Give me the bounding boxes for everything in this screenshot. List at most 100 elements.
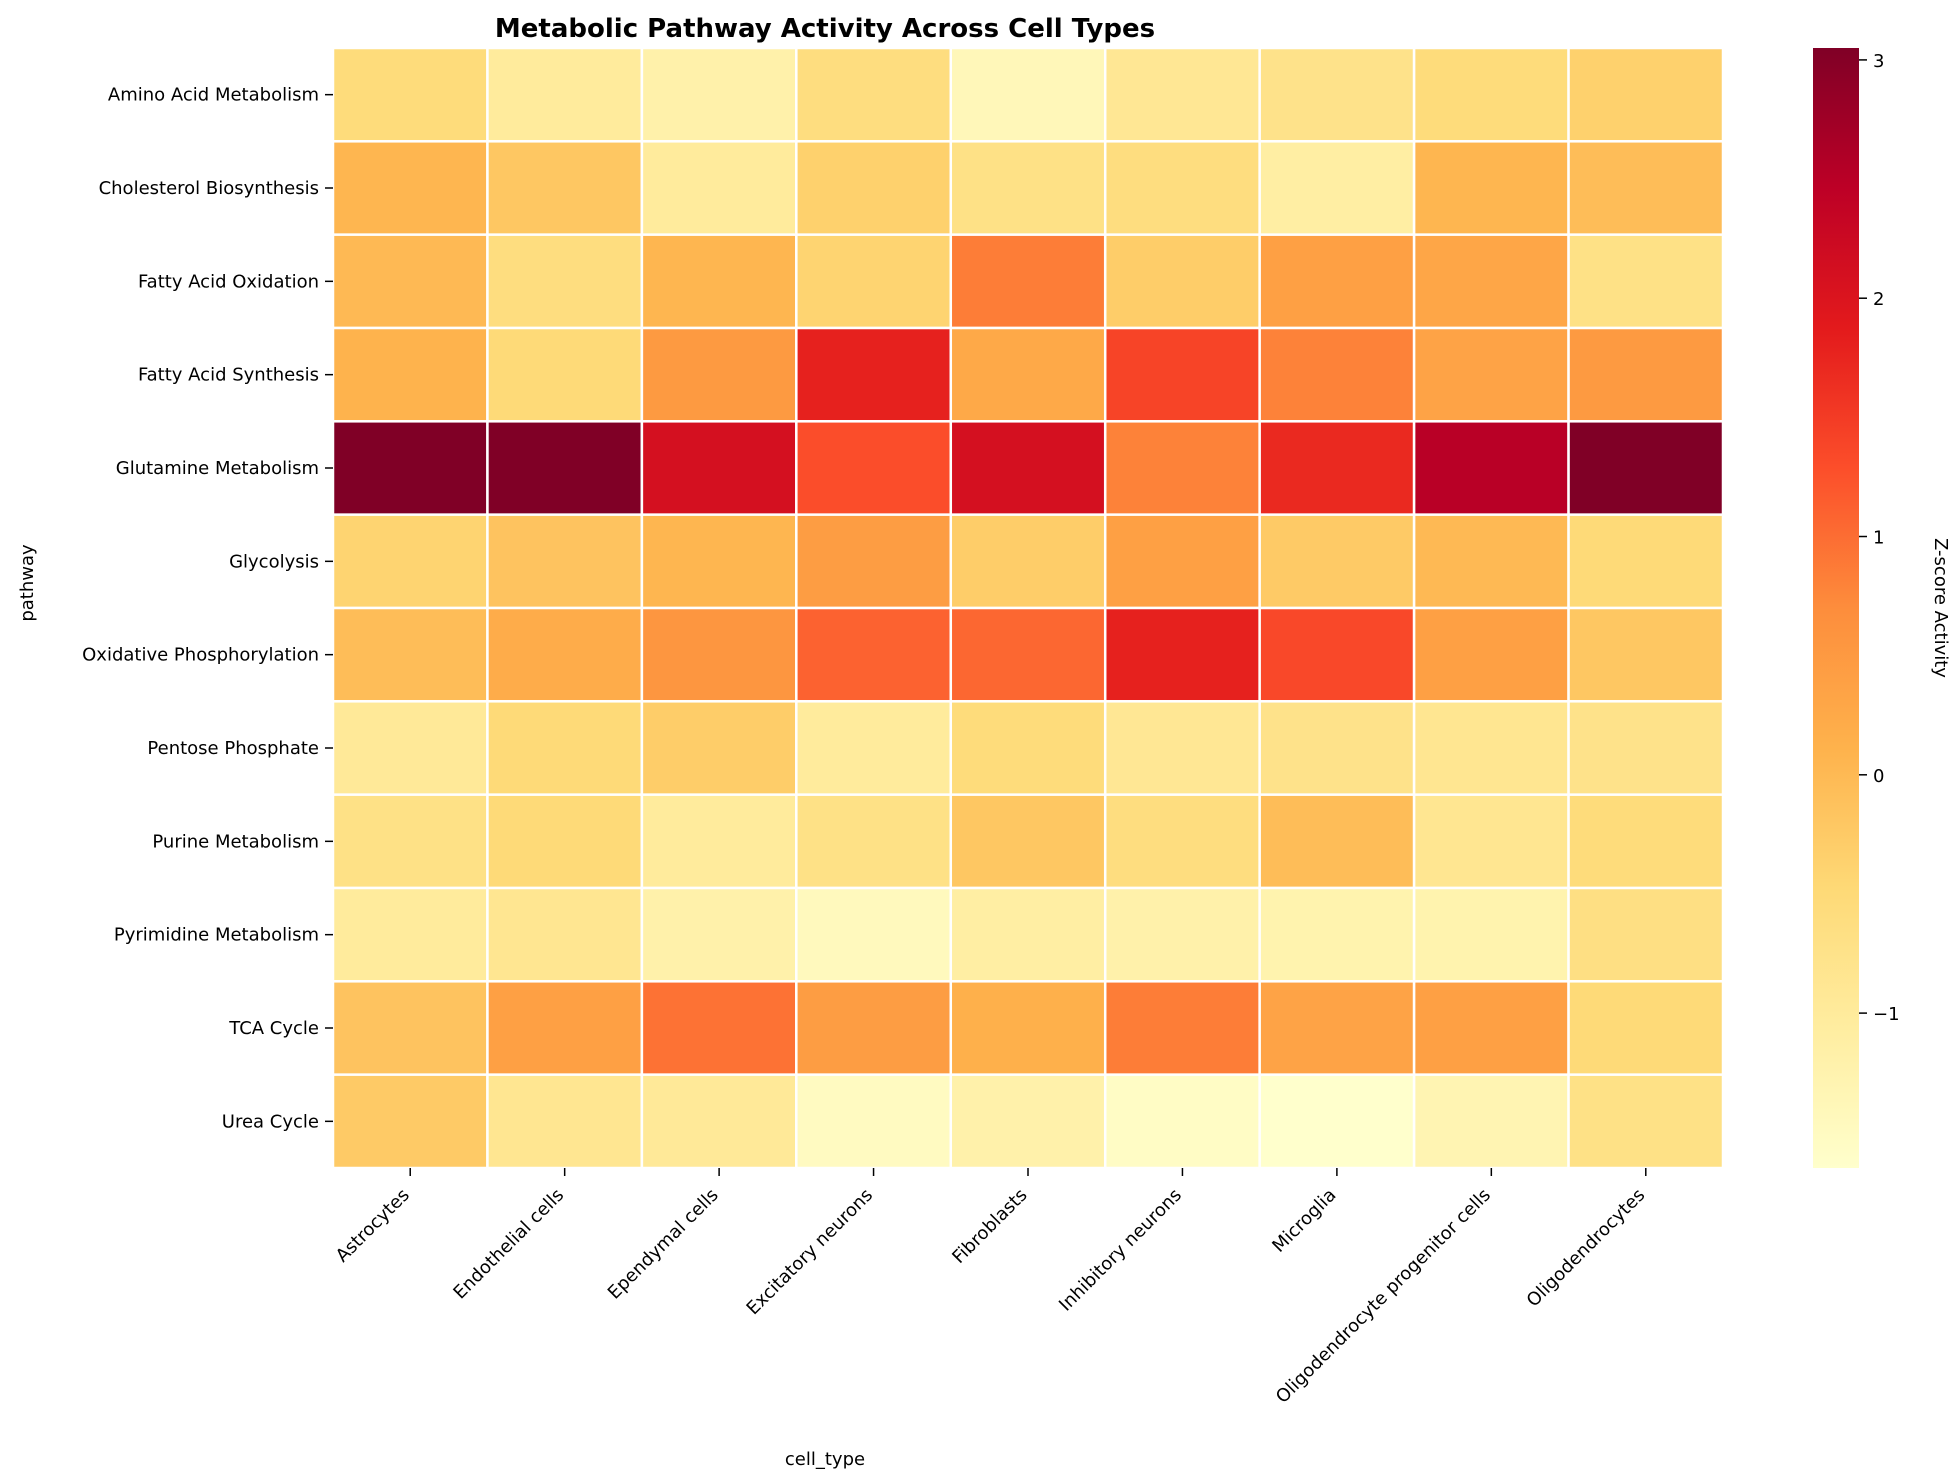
heatmap-cell — [795, 980, 953, 1076]
heatmap-cell — [331, 420, 489, 516]
colorbar-label: Z-score Activity — [1930, 538, 1951, 678]
heatmap-cell — [331, 140, 489, 236]
heatmap-cell — [486, 886, 644, 983]
heatmap-cell — [949, 1073, 1107, 1170]
heatmap-cell — [1567, 886, 1725, 983]
heatmap-cell — [1103, 233, 1261, 330]
heatmap-cell — [1567, 1073, 1725, 1170]
heatmap-cell — [331, 793, 489, 890]
heatmap-cell — [949, 793, 1107, 890]
heatmap-cell — [640, 700, 798, 796]
heatmap-cell — [795, 233, 953, 330]
chart-title: Metabolic Pathway Activity Across Cell T… — [495, 14, 1155, 44]
heatmap-cell — [640, 886, 798, 983]
x-tick-label: Microglia — [1268, 1185, 1340, 1257]
heatmap-cell — [795, 793, 953, 890]
heatmap-cell — [949, 233, 1107, 330]
x-tick-label: Endothelial cells — [449, 1185, 568, 1304]
heatmap-cell — [640, 606, 798, 703]
y-tick-label: Cholesterol Biosynthesis — [99, 178, 319, 199]
colorbar — [1813, 48, 1859, 1168]
heatmap-cell — [331, 980, 489, 1076]
heatmap-cell — [795, 513, 953, 610]
heatmap-cell — [1103, 420, 1261, 516]
heatmap-cell — [1258, 980, 1416, 1076]
heatmap-cells — [331, 46, 1725, 1170]
y-axis-label: pathway — [17, 544, 38, 622]
y-tick-label: Purine Metabolism — [152, 831, 319, 852]
y-tick-label: Fatty Acid Oxidation — [138, 271, 319, 292]
heatmap-cell — [795, 46, 953, 143]
heatmap-cell — [1567, 46, 1725, 143]
heatmap-cell — [949, 980, 1107, 1076]
heatmap-cell — [795, 1073, 953, 1170]
heatmap-cell — [1258, 606, 1416, 703]
heatmap-cell — [1412, 420, 1570, 516]
heatmap-cell — [1258, 420, 1416, 516]
heatmap-cell — [1103, 980, 1261, 1076]
heatmap-cell — [949, 46, 1107, 143]
heatmap-cell — [1103, 46, 1261, 143]
heatmap-cell — [1567, 980, 1725, 1076]
heatmap-cell — [486, 233, 644, 330]
heatmap-cell — [1412, 233, 1570, 330]
heatmap-cell — [331, 606, 489, 703]
heatmap-cell — [486, 980, 644, 1076]
heatmap-cell — [486, 46, 644, 143]
heatmap-cell — [331, 513, 489, 610]
y-tick-label: TCA Cycle — [228, 1018, 319, 1039]
heatmap-cell — [486, 140, 644, 236]
heatmap-cell — [795, 700, 953, 796]
heatmap-cell — [640, 326, 798, 423]
heatmap-cell — [1258, 886, 1416, 983]
heatmap-cell — [486, 513, 644, 610]
heatmap-cell — [640, 980, 798, 1076]
heatmap-cell — [331, 326, 489, 423]
x-tick-label: Oligodendrocytes — [1523, 1185, 1650, 1312]
heatmap-cell — [1412, 513, 1570, 610]
heatmap-cell — [1258, 233, 1416, 330]
heatmap-cell — [1412, 606, 1570, 703]
heatmap-cell — [949, 513, 1107, 610]
heatmap-cell — [1103, 700, 1261, 796]
y-axis-ticks: Amino Acid Metabolism Cholesterol Biosynt… — [82, 85, 333, 1132]
heatmap-cell — [1103, 1073, 1261, 1170]
heatmap-cell — [795, 886, 953, 983]
heatmap-cell — [1103, 886, 1261, 983]
heatmap-cell — [331, 46, 489, 143]
heatmap-cell — [795, 326, 953, 423]
y-tick-label: Amino Acid Metabolism — [108, 85, 319, 106]
heatmap-cell — [1258, 326, 1416, 423]
heatmap-cell — [1258, 46, 1416, 143]
heatmap-cell — [486, 700, 644, 796]
heatmap-cell — [1258, 793, 1416, 890]
y-tick-label: Fatty Acid Synthesis — [138, 365, 319, 386]
heatmap-cell — [1412, 980, 1570, 1076]
heatmap-cell — [795, 140, 953, 236]
heatmap-cell — [1258, 513, 1416, 610]
x-tick-label: Fibroblasts — [948, 1185, 1031, 1268]
heatmap-cell — [331, 700, 489, 796]
y-tick-label: Glutamine Metabolism — [116, 458, 319, 479]
colorbar-tick-label: 3 — [1873, 51, 1884, 72]
heatmap-cell — [1103, 140, 1261, 236]
heatmap-cell — [1567, 513, 1725, 610]
heatmap-cell — [640, 513, 798, 610]
x-tick-label: Astrocytes — [332, 1185, 414, 1267]
heatmap-cell — [486, 793, 644, 890]
colorbar-tick-label: 2 — [1873, 289, 1884, 310]
y-tick-label: Oxidative Phosphorylation — [82, 645, 319, 666]
heatmap-cell — [1567, 700, 1725, 796]
heatmap-cell — [1258, 1073, 1416, 1170]
y-tick-label: Glycolysis — [229, 551, 319, 572]
heatmap-cell — [1412, 886, 1570, 983]
colorbar-tick-label: 0 — [1873, 766, 1884, 787]
y-tick-label: Pentose Phosphate — [147, 738, 319, 759]
colorbar-tick-label: −1 — [1873, 1004, 1900, 1025]
heatmap-cell — [640, 420, 798, 516]
heatmap-cell — [1103, 793, 1261, 890]
heatmap-cell — [949, 326, 1107, 423]
heatmap-cell — [795, 420, 953, 516]
heatmap-cell — [949, 420, 1107, 516]
heatmap-cell — [1103, 513, 1261, 610]
